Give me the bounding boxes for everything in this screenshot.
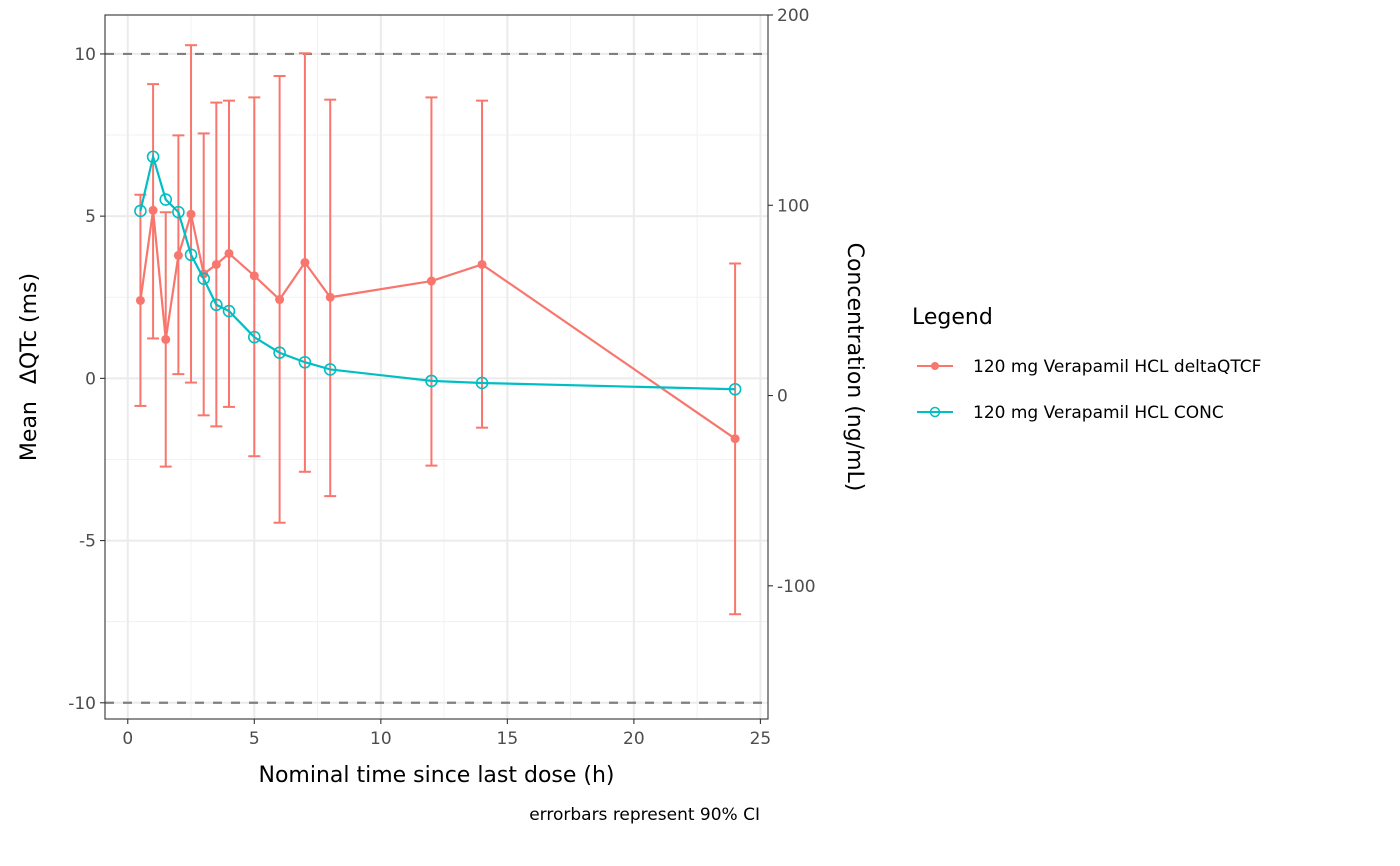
legend-title: Legend [912,305,993,330]
point-conc [210,298,223,312]
point-conc [197,272,210,286]
x-tick-label: 25 [750,729,772,749]
point-deltaqtcf [211,259,221,269]
point-conc [323,363,337,376]
x-tick-label: 5 [249,729,260,749]
y-tick-label: 0 [85,369,96,389]
y2-axis-title: Concentration (ng/mL) [842,243,867,492]
point-deltaqtcf [275,295,285,305]
legend-label-conc: 120 mg Verapamil HCL CONC [973,403,1224,423]
legend-marker-deltaqtcf [931,362,939,370]
point-deltaqtcf [477,259,487,269]
point-conc [159,193,173,206]
point-deltaqtcf [135,295,145,305]
point-deltaqtcf [173,250,183,260]
point-conc [146,150,160,164]
x-tick-label: 15 [497,729,519,749]
point-conc [298,355,312,369]
x-tick-label: 0 [122,729,133,749]
point-conc [172,205,185,219]
x-axis-title: Nominal time since last dose (h) [258,763,614,788]
y-tick-label: -5 [79,532,96,552]
x-tick-label: 10 [370,729,392,749]
y-tick-label: -10 [68,694,96,714]
point-deltaqtcf [730,434,740,444]
y-tick-label: 10 [74,45,96,65]
point-conc [248,330,261,344]
point-deltaqtcf [426,276,436,286]
axes: 0 5 10 15 20 25 -10 -5 0 5 10 -100 0 100 200 [68,6,815,749]
y2-tick-label: 200 [777,6,809,26]
series-layer [134,44,742,616]
caption: errorbars represent 90% CI [529,805,760,825]
reference-lines [105,52,768,704]
y-axis-title-prefix: Mean [17,401,42,461]
point-deltaqtcf [186,209,196,219]
point-conc [273,346,286,360]
panel-border [104,14,769,720]
y2-tick-label: 0 [777,387,788,407]
legend-entry-conc: 120 mg Verapamil HCL CONC [917,403,1224,423]
legend-label-deltaqtcf: 120 mg Verapamil HCL deltaQTCF [973,357,1261,377]
point-conc [222,304,236,318]
y-axis-title-main: ΔQTc (ms) [17,273,42,384]
x-tick-label: 20 [623,729,645,749]
point-deltaqtcf [300,258,310,268]
y2-tick-label: -100 [777,577,816,597]
point-deltaqtcf [325,292,335,302]
point-conc [184,248,198,262]
point-deltaqtcf [148,205,158,215]
point-conc [134,204,147,218]
point-deltaqtcf [224,248,234,258]
legend: Legend 120 mg Verapamil HCL deltaQTCF 12… [912,305,1261,423]
point-conc [475,376,489,390]
legend-marker-conc [929,406,941,418]
point-deltaqtcf [161,334,171,344]
point-conc [425,374,438,388]
y2-tick-label: 100 [777,196,809,216]
legend-entry-deltaqtcf: 120 mg Verapamil HCL deltaQTCF [917,357,1261,377]
y-axis-title: Mean ΔQTc (ms) [17,273,42,461]
y-tick-label: 5 [85,207,96,227]
point-conc [728,382,742,396]
point-deltaqtcf [249,271,259,281]
